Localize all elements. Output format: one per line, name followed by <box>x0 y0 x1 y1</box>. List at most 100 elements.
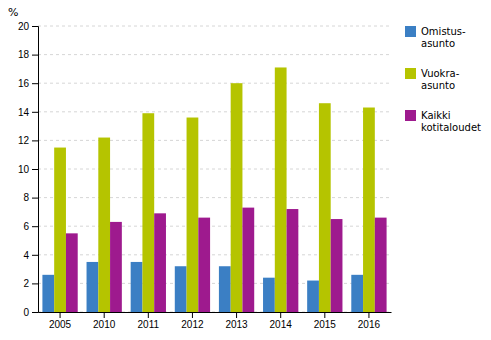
y-axis: 0 2 4 6 8 10 12 14 16 18 20 <box>18 21 39 318</box>
legend-item: Kaikkikotitaloudet <box>405 110 481 133</box>
x-tick-label: 2005 <box>49 319 72 330</box>
grid-line <box>38 169 391 170</box>
y-tick-mark <box>32 169 38 170</box>
bar <box>154 213 166 312</box>
y-tick-label: 20 <box>18 21 30 32</box>
grid-line <box>38 26 391 27</box>
chart: 0 2 4 6 8 10 12 14 16 18 20 2005 2010 2011 2012 2013 201… <box>0 0 491 340</box>
x-tick-label: 2012 <box>181 319 204 330</box>
y-tick: 20 <box>18 21 38 32</box>
y-tick: 8 <box>23 192 38 203</box>
x-tick-mark <box>192 312 193 318</box>
bar <box>331 219 343 312</box>
x-tick: 2013 <box>225 312 248 330</box>
legend-swatch <box>405 68 416 79</box>
grid <box>38 26 391 312</box>
legend-item: Omistus-asunto <box>405 26 466 49</box>
legend-swatch <box>405 26 416 37</box>
bar <box>219 266 231 312</box>
grid-line <box>38 54 391 55</box>
bar <box>87 262 99 312</box>
y-tick-label: 0 <box>23 307 29 318</box>
bar <box>142 113 154 312</box>
bar <box>54 148 66 312</box>
x-tick-label: 2011 <box>138 319 160 330</box>
bar <box>66 233 78 312</box>
y-tick-mark <box>32 83 38 84</box>
y-axis-line <box>32 27 39 313</box>
grid-line <box>38 140 391 141</box>
x-tick: 2005 <box>49 312 72 330</box>
legend-label: Vuokra-asunto <box>421 68 460 91</box>
bar <box>319 103 331 312</box>
x-axis: 2005 2010 2011 2012 2013 2014 2015 2016 <box>39 312 392 330</box>
x-tick-mark <box>368 312 369 318</box>
x-tick: 2014 <box>270 312 293 330</box>
x-tick-label: 2013 <box>225 319 248 330</box>
y-tick-label: 2 <box>23 278 29 289</box>
x-tick-label: 2015 <box>314 319 337 330</box>
bar <box>287 209 299 312</box>
y-tick: 16 <box>18 78 38 89</box>
legend-item: Vuokra-asunto <box>405 68 460 91</box>
y-axis-label: % <box>8 6 18 19</box>
grid-line <box>38 197 391 198</box>
x-tick-mark <box>236 312 237 318</box>
bar <box>363 108 375 312</box>
bar <box>242 208 254 312</box>
y-tick-mark <box>32 140 38 141</box>
y-tick-label: 14 <box>18 107 30 118</box>
x-tick-mark <box>148 312 149 318</box>
legend-label: Omistus-asunto <box>421 26 466 49</box>
bar <box>98 138 110 312</box>
y-tick: 18 <box>18 49 38 60</box>
y-tick-label: 6 <box>23 221 29 232</box>
bar <box>131 262 143 312</box>
y-tick-mark <box>32 55 38 56</box>
y-tick-mark <box>32 312 38 313</box>
y-tick: 6 <box>23 221 38 232</box>
y-tick-label: 8 <box>23 192 29 203</box>
bar <box>175 266 187 312</box>
y-tick: 0 <box>23 307 38 318</box>
x-tick-mark <box>60 312 61 318</box>
x-tick-mark <box>324 312 325 318</box>
bar <box>198 218 210 312</box>
legend: Omistus-asunto Vuokra-asunto Kaikkikotital… <box>405 26 481 133</box>
bar-series <box>66 208 387 312</box>
grid-line <box>38 83 391 84</box>
x-tick-label: 2010 <box>93 319 116 330</box>
y-tick-label: 4 <box>23 250 29 261</box>
y-tick: 2 <box>23 278 38 289</box>
x-tick: 2012 <box>181 312 204 330</box>
y-tick-label: 16 <box>18 78 30 89</box>
x-tick: 2011 <box>138 312 160 330</box>
bar <box>351 275 363 312</box>
y-tick: 10 <box>18 164 38 175</box>
plot: 0 2 4 6 8 10 12 14 16 18 20 2005 2010 2011 2012 2013 201… <box>18 21 392 330</box>
x-tick: 2016 <box>358 312 381 330</box>
y-tick-label: 12 <box>18 135 30 146</box>
x-tick-label: 2014 <box>270 319 293 330</box>
y-tick-label: 10 <box>18 164 30 175</box>
bar-series <box>54 67 375 312</box>
y-tick-mark <box>32 112 38 113</box>
bar <box>187 118 199 312</box>
y-tick-mark <box>32 255 38 256</box>
y-tick: 12 <box>18 135 38 146</box>
y-tick-mark <box>32 226 38 227</box>
x-tick: 2010 <box>93 312 116 330</box>
bar <box>263 278 275 312</box>
grid-line <box>38 111 391 112</box>
y-tick-mark <box>32 26 38 27</box>
bar <box>375 218 387 312</box>
x-tick-mark <box>104 312 105 318</box>
bars <box>42 67 386 312</box>
y-tick-mark <box>32 283 38 284</box>
legend-swatch <box>405 110 416 121</box>
y-tick: 4 <box>23 250 38 261</box>
x-tick-mark <box>280 312 281 318</box>
y-tick: 14 <box>18 107 38 118</box>
bar <box>231 83 243 312</box>
y-tick-mark <box>32 198 38 199</box>
